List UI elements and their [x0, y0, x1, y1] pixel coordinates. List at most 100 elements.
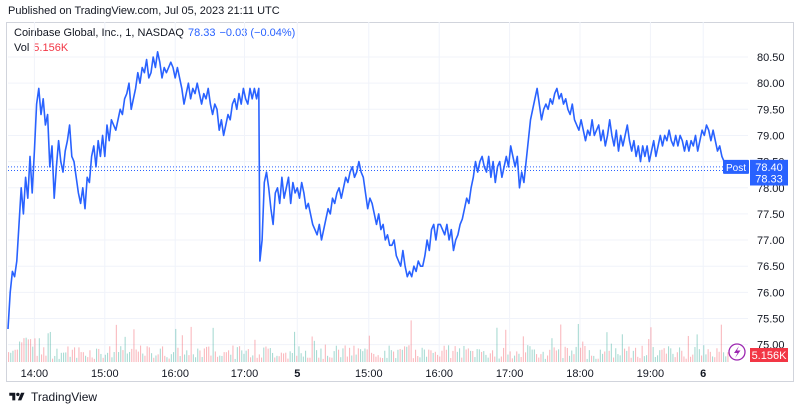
volume-bar	[690, 356, 692, 362]
volume-bar	[247, 349, 249, 362]
volume-bar	[16, 349, 18, 362]
volume-bar	[588, 350, 590, 362]
volume-bar	[538, 357, 540, 362]
volume-bar	[250, 357, 252, 362]
volume-bar	[124, 336, 126, 362]
volume-bar	[540, 354, 542, 362]
volume-bar	[624, 348, 626, 362]
volume-bar	[153, 357, 155, 362]
volume-bar	[670, 348, 672, 362]
last-price-label: 78.33	[755, 173, 783, 185]
volume-bar	[659, 350, 661, 362]
volume-value: 5.156K	[33, 42, 69, 54]
volume-bar	[564, 346, 566, 362]
volume-bar	[580, 347, 582, 362]
volume-bar	[320, 348, 322, 362]
time-axis[interactable]: 14:00 15:00 16:00 17:00 5 15:00 16:00 17:00 18:0…	[21, 368, 707, 380]
volume-bar	[514, 355, 516, 362]
volume-bar	[511, 358, 513, 362]
post-price-label: 78.40	[755, 162, 783, 174]
volume-bar	[331, 357, 333, 362]
volume-bar	[681, 350, 683, 362]
volume-label: Vol	[14, 42, 30, 54]
volume-bar	[289, 351, 291, 362]
volume-bar	[10, 352, 12, 362]
y-tick-label: 75.50	[757, 314, 785, 326]
volume-bar	[406, 346, 408, 362]
volume-bar	[481, 351, 483, 362]
volume-bar	[19, 341, 21, 362]
volume-bar	[450, 358, 452, 362]
volume-bar	[300, 353, 302, 362]
volume-bar	[657, 355, 659, 362]
y-tick-label: 77.00	[757, 235, 785, 247]
volume-bar	[571, 350, 573, 362]
volume-bar	[452, 350, 454, 362]
volume-bar	[38, 338, 40, 362]
volume-bars	[8, 320, 729, 362]
volume-bar	[641, 345, 643, 362]
volume-bar	[67, 346, 69, 362]
volume-bar	[346, 356, 348, 362]
volume-bar	[637, 356, 639, 362]
tradingview-brand: TradingView	[31, 390, 98, 404]
y-tick-label: 80.00	[757, 78, 785, 90]
volume-bar	[472, 351, 474, 362]
volume-bar	[718, 351, 720, 362]
x-tick-label: 14:00	[21, 368, 49, 380]
volume-bar	[291, 352, 293, 362]
volume-bar	[49, 331, 51, 362]
volume-bar	[41, 354, 43, 362]
y-tick-label: 77.50	[757, 209, 785, 221]
volume-bar	[547, 355, 549, 362]
volume-bar	[555, 350, 557, 362]
volume-bar	[107, 352, 109, 362]
volume-bar	[531, 349, 533, 362]
volume-bar	[142, 353, 144, 362]
volume-bar	[368, 335, 370, 362]
volume-bar	[575, 346, 577, 362]
volume-bar	[151, 353, 153, 362]
volume-bar	[533, 349, 535, 362]
volume-bar	[54, 355, 56, 362]
volume-bar	[27, 339, 29, 362]
volume-bar	[518, 353, 520, 362]
volume-bar	[324, 344, 326, 362]
volume-bar	[635, 347, 637, 362]
volume-bar	[177, 347, 179, 362]
volume-bar	[632, 350, 634, 362]
volume-bar	[692, 354, 694, 362]
price-axis[interactable]: 80.5080.0079.5079.0078.5078.0077.5077.00…	[757, 52, 785, 352]
tradingview-footer[interactable]: TradingView	[8, 388, 97, 406]
volume-bar	[159, 348, 161, 362]
volume-bar	[60, 352, 62, 362]
volume-bar	[593, 355, 595, 362]
volume-bar	[445, 349, 447, 362]
volume-bar	[705, 354, 707, 362]
volume-bar	[683, 356, 685, 362]
symbol-legend[interactable]: Coinbase Global, Inc., 1, NASDAQ 78.33 −0.…	[14, 26, 295, 41]
volume-bar	[184, 354, 186, 362]
volume-bar	[399, 349, 401, 362]
volume-bar	[494, 356, 496, 362]
volume-bar	[470, 350, 472, 362]
volume-bar	[503, 347, 505, 362]
volume-bar	[239, 346, 241, 362]
volume-bar	[137, 351, 139, 362]
x-tick-label: 18:00	[566, 368, 594, 380]
volume-bar	[298, 346, 300, 362]
volume-bar	[698, 349, 700, 362]
volume-bar	[170, 354, 172, 362]
volume-bar	[360, 349, 362, 362]
volume-legend[interactable]: Vol 5.156K	[14, 41, 68, 56]
volume-bar	[30, 339, 32, 362]
volume-bar	[217, 356, 219, 362]
lightning-icon[interactable]	[728, 343, 746, 361]
volume-bar	[384, 350, 386, 362]
volume-badge-label: 5.156K	[752, 350, 788, 362]
volume-bar	[685, 358, 687, 362]
volume-bar	[654, 356, 656, 362]
last-price-badge	[750, 171, 788, 186]
volume-bar	[621, 334, 623, 362]
